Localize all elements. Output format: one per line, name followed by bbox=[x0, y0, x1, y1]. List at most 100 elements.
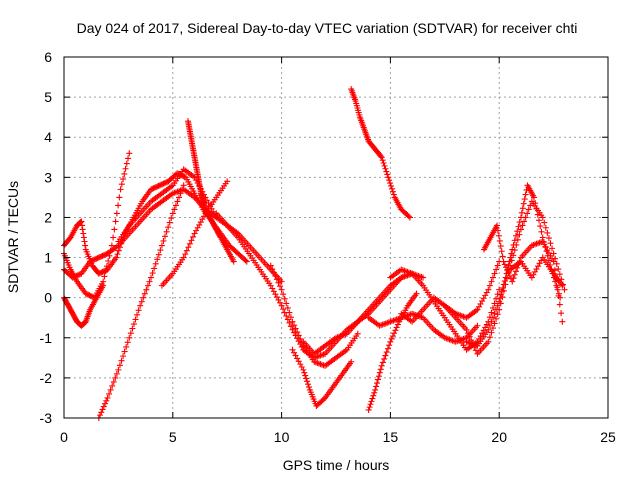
data-point bbox=[111, 226, 118, 233]
data-point bbox=[172, 202, 179, 209]
data-point bbox=[280, 306, 287, 313]
data-point bbox=[371, 389, 378, 396]
data-point bbox=[102, 268, 109, 275]
data-point bbox=[278, 302, 285, 309]
data-point bbox=[297, 335, 304, 342]
axis-ticks bbox=[63, 56, 609, 419]
data-point bbox=[545, 235, 552, 242]
data-point bbox=[163, 228, 170, 235]
data-point bbox=[171, 206, 178, 213]
data-point bbox=[366, 404, 373, 411]
data-point bbox=[502, 274, 509, 281]
data-point bbox=[488, 318, 495, 325]
data-point bbox=[545, 257, 552, 264]
data-point bbox=[489, 314, 496, 321]
y-tick-label: 3 bbox=[44, 169, 52, 185]
chart-title: Day 024 of 2017, Sidereal Day-to-day VTE… bbox=[77, 20, 578, 36]
data-point bbox=[497, 243, 504, 250]
data-point bbox=[372, 386, 379, 393]
data-point bbox=[81, 238, 88, 245]
data-point bbox=[494, 227, 501, 234]
x-tick-label: 10 bbox=[274, 429, 290, 445]
data-point bbox=[154, 256, 161, 263]
data-point bbox=[117, 186, 124, 193]
data-point bbox=[278, 286, 285, 293]
series-arc-13 bbox=[348, 86, 413, 221]
y-tick-label: -2 bbox=[40, 370, 53, 386]
x-tick-label: 0 bbox=[60, 429, 68, 445]
data-point bbox=[379, 157, 386, 164]
data-point bbox=[114, 251, 121, 258]
data-point bbox=[224, 178, 231, 185]
data-point bbox=[493, 266, 500, 273]
plot-frame bbox=[63, 56, 609, 419]
data-point bbox=[162, 233, 169, 240]
data-point bbox=[392, 327, 399, 334]
data-point bbox=[272, 272, 279, 279]
series-arc-07 bbox=[158, 178, 231, 289]
data-point bbox=[561, 286, 568, 293]
data-point bbox=[559, 282, 566, 289]
series-arc-12 bbox=[300, 270, 416, 357]
data-point bbox=[120, 176, 127, 183]
series-arc-04 bbox=[95, 182, 187, 421]
data-point bbox=[188, 237, 195, 244]
data-point bbox=[183, 247, 190, 254]
data-point bbox=[516, 231, 523, 238]
data-point bbox=[116, 194, 123, 201]
data-point bbox=[486, 334, 493, 341]
data-point bbox=[284, 304, 291, 311]
data-point bbox=[499, 253, 506, 260]
data-point bbox=[533, 205, 540, 212]
data-point bbox=[491, 300, 498, 307]
data-point bbox=[535, 217, 542, 224]
data-point bbox=[270, 269, 277, 276]
data-point bbox=[500, 258, 507, 265]
data-point bbox=[493, 295, 500, 302]
y-tick-labels: -3 -2 -1 0 1 2 3 4 5 6 bbox=[40, 49, 53, 426]
data-point bbox=[494, 311, 501, 318]
data-point bbox=[110, 234, 117, 241]
data-point bbox=[390, 191, 397, 198]
data-point bbox=[501, 278, 508, 285]
data-point bbox=[516, 219, 523, 226]
data-point bbox=[158, 242, 165, 249]
data-point bbox=[378, 362, 385, 369]
data-point bbox=[508, 250, 515, 257]
data-point bbox=[115, 366, 122, 373]
data-point bbox=[388, 182, 395, 189]
data-point bbox=[140, 294, 147, 301]
data-point bbox=[509, 278, 516, 285]
data-point bbox=[118, 357, 125, 364]
data-point bbox=[368, 398, 375, 405]
data-point bbox=[378, 154, 385, 161]
data-point bbox=[519, 205, 526, 212]
series-arc-21 bbox=[507, 254, 566, 289]
data-point bbox=[514, 236, 521, 243]
data-point bbox=[498, 291, 505, 298]
data-point bbox=[515, 223, 522, 230]
data-point bbox=[155, 251, 162, 258]
data-point bbox=[376, 369, 383, 376]
data-point bbox=[551, 267, 558, 274]
data-point bbox=[125, 155, 132, 162]
data-point bbox=[485, 326, 492, 333]
data-point bbox=[485, 286, 492, 293]
data-point bbox=[510, 241, 517, 248]
y-tick-label: 6 bbox=[44, 49, 52, 65]
data-point bbox=[348, 358, 355, 365]
data-point bbox=[541, 219, 548, 226]
data-point bbox=[544, 229, 551, 236]
data-point bbox=[521, 196, 528, 203]
data-point bbox=[304, 378, 311, 385]
data-point bbox=[286, 319, 293, 326]
data-point bbox=[489, 325, 496, 332]
data-point bbox=[382, 165, 389, 172]
data-point bbox=[486, 322, 493, 329]
data-point bbox=[278, 278, 285, 285]
data-point bbox=[538, 228, 545, 235]
data-point bbox=[143, 286, 150, 293]
data-point bbox=[138, 298, 145, 305]
data-point bbox=[383, 168, 390, 175]
